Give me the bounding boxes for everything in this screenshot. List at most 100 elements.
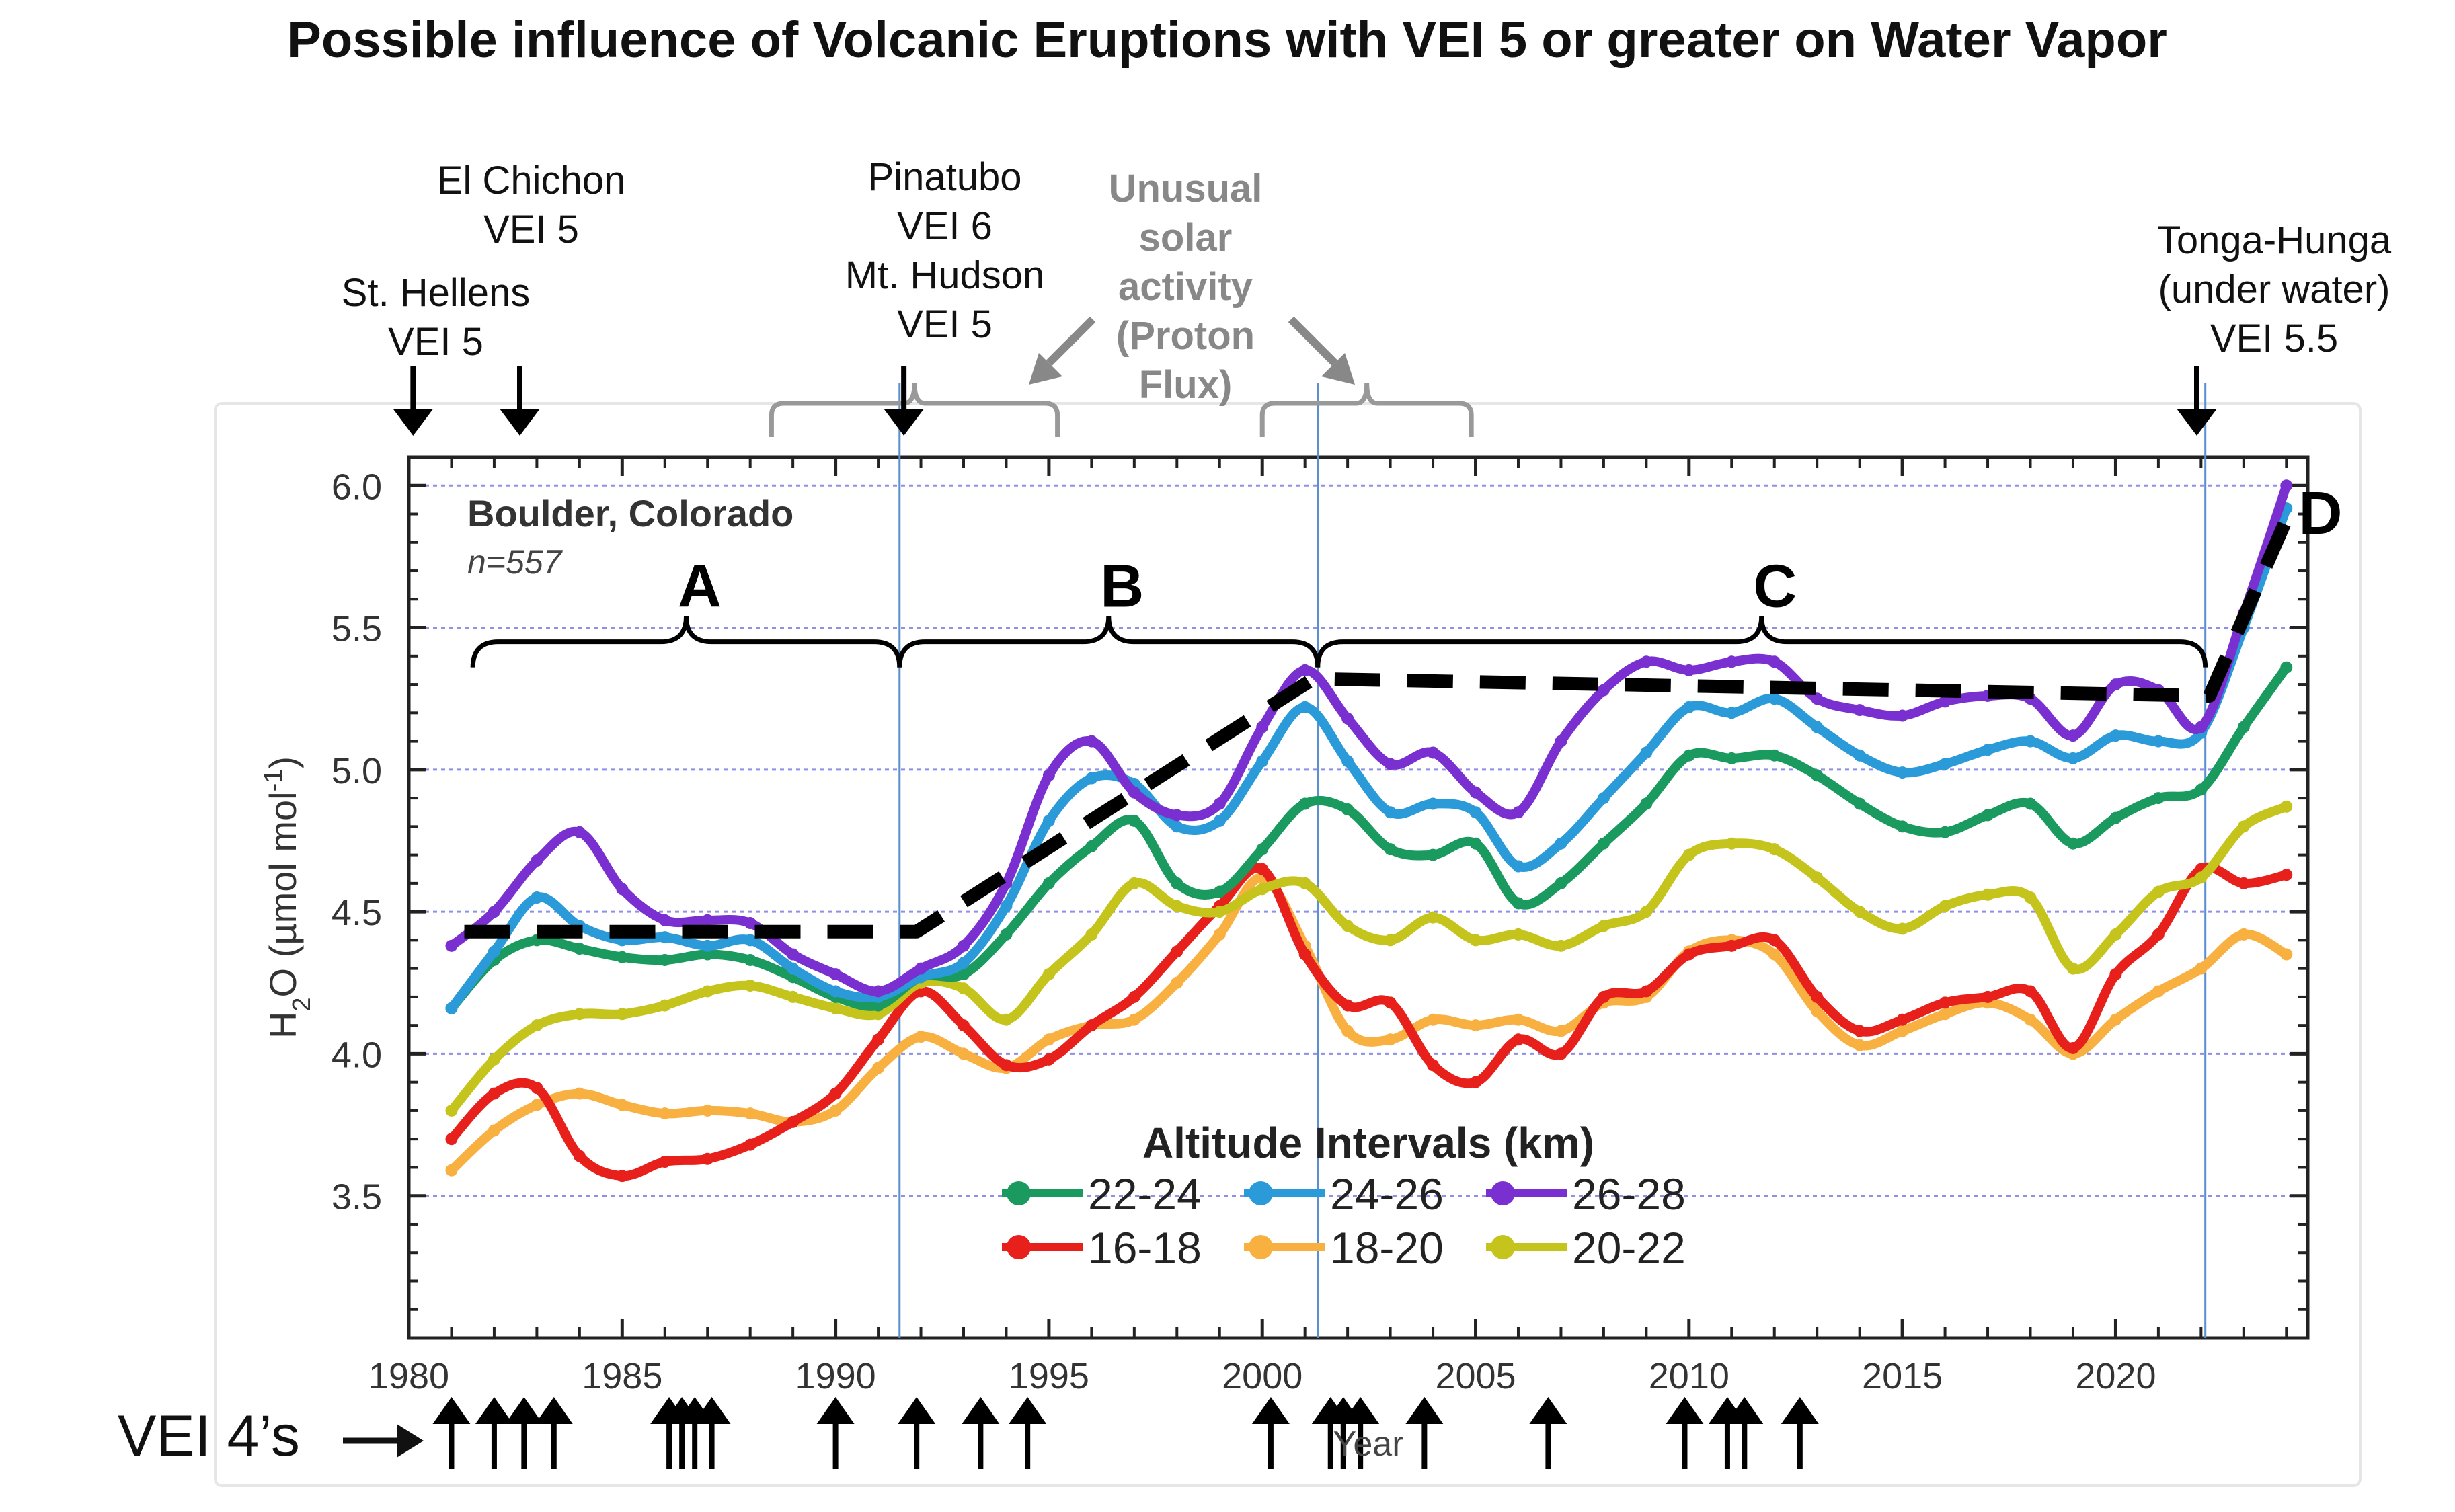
vei5-arrow-head xyxy=(393,409,434,436)
vei4-label: VEI 4’s xyxy=(118,1404,300,1468)
trend-line-group xyxy=(464,497,2302,939)
series-point-26-28 xyxy=(573,826,586,838)
series-point-26-28 xyxy=(787,948,800,961)
series-point-26-28 xyxy=(658,914,671,926)
series-point-16-18 xyxy=(2109,968,2122,981)
series-point-26-28 xyxy=(1896,709,1909,722)
series-point-16-18 xyxy=(1427,1059,1440,1072)
series-point-20-22 xyxy=(1384,934,1397,947)
series-point-26-28 xyxy=(1768,655,1781,668)
series-point-24-26 xyxy=(1000,900,1013,912)
series-point-16-18 xyxy=(1128,990,1140,1003)
series-point-20-22 xyxy=(488,1053,500,1066)
x-tick-label: 2020 xyxy=(2075,1356,2156,1396)
series-point-18-20 xyxy=(1512,1013,1524,1026)
series-point-16-18 xyxy=(1597,990,1610,1003)
series-point-22-24 xyxy=(1896,820,1909,833)
vei5-label: VEI 6 xyxy=(897,204,992,248)
series-point-20-22 xyxy=(1256,883,1269,896)
series-point-20-22 xyxy=(2280,800,2293,813)
legend: 22-24 24-26 26-28 16-18 18-20 20-22 xyxy=(1002,1169,1686,1273)
series-point-18-20 xyxy=(914,1031,927,1043)
series-point-22-24 xyxy=(2066,837,2079,850)
series-point-18-20 xyxy=(701,1104,714,1117)
y-tick-label: 4.0 xyxy=(332,1035,382,1075)
vei4-arrows xyxy=(432,1397,1819,1469)
series-point-20-22 xyxy=(445,1104,458,1117)
series-point-22-24 xyxy=(616,951,629,963)
series-point-26-28 xyxy=(1341,712,1354,725)
x-tick-label: 1980 xyxy=(368,1356,449,1396)
solar-arrow-left-shaft xyxy=(1046,316,1096,366)
series-point-16-18 xyxy=(1682,948,1695,961)
series-point-16-18 xyxy=(2024,985,2037,998)
series-point-16-18 xyxy=(2280,869,2293,881)
series-point-22-24 xyxy=(872,999,885,1012)
series-point-24-26 xyxy=(1298,701,1311,713)
series-point-22-24 xyxy=(744,953,756,966)
series-point-18-20 xyxy=(1384,1033,1397,1046)
series-point-22-24 xyxy=(2024,797,2037,810)
series-point-22-24 xyxy=(1725,752,1738,764)
series-point-18-20 xyxy=(1939,1008,1951,1021)
series-point-24-26 xyxy=(787,962,800,975)
series-point-18-20 xyxy=(488,1124,500,1137)
vei4-arrow-head xyxy=(1251,1397,1290,1424)
series-point-16-18 xyxy=(787,1115,800,1128)
station-label: Boulder, Colorado xyxy=(467,492,793,534)
series-point-16-18 xyxy=(1512,1033,1524,1046)
series-point-22-24 xyxy=(1512,897,1524,910)
solar-arrow-right-shaft xyxy=(1288,316,1338,366)
series-point-22-24 xyxy=(1341,803,1354,815)
series-point-16-18 xyxy=(2237,877,2250,889)
series-point-22-24 xyxy=(1853,797,1866,810)
series-point-24-26 xyxy=(829,985,842,998)
series-point-22-24 xyxy=(1128,814,1140,827)
series-point-22-24 xyxy=(701,948,714,961)
series-point-24-26 xyxy=(1042,814,1055,827)
series-point-20-22 xyxy=(1512,928,1524,941)
series-point-16-18 xyxy=(488,1087,500,1100)
solar-note-line: (Proton xyxy=(1116,314,1255,358)
sample-count: n=557 xyxy=(467,543,563,581)
y-axis-label: H2O (µmol mol-1) xyxy=(260,756,316,1039)
period-label-D: D xyxy=(2299,480,2343,547)
series-point-26-28 xyxy=(1042,769,1055,782)
series-point-20-22 xyxy=(1939,900,1951,912)
series-point-20-22 xyxy=(2195,871,2208,884)
legend-label-22-24: 22-24 xyxy=(1088,1169,1202,1219)
vei5-label: Mt. Hudson xyxy=(845,253,1045,297)
series-point-18-20 xyxy=(829,1104,842,1117)
series-point-22-24 xyxy=(1982,809,1994,822)
series-point-16-18 xyxy=(1000,1059,1013,1072)
solar-bracket xyxy=(769,383,1060,437)
solar-arrow-right-head xyxy=(1321,353,1355,385)
series-point-20-22 xyxy=(957,982,970,995)
series-point-20-22 xyxy=(872,1008,885,1021)
x-tick-label: 2000 xyxy=(1222,1356,1302,1396)
vei4-arrow-head xyxy=(505,1397,543,1424)
vei5-label: (under water) xyxy=(2158,268,2390,311)
series-point-22-24 xyxy=(1085,840,1098,852)
solar-bracket xyxy=(1259,383,1474,437)
series-point-16-18 xyxy=(1384,996,1397,1009)
plot-frame xyxy=(407,455,2310,1340)
y-tick-labels: 3.5 4.0 4.5 5.0 5.5 6.0 xyxy=(332,467,382,1217)
series-point-24-26 xyxy=(2066,752,2079,764)
series-point-26-28 xyxy=(1811,692,1824,705)
series-point-20-22 xyxy=(1128,877,1140,889)
series-point-24-26 xyxy=(1171,820,1183,833)
series-point-26-28 xyxy=(1384,758,1397,770)
grid-lines xyxy=(409,484,2308,1197)
series-point-16-18 xyxy=(1640,985,1653,998)
series-point-26-28 xyxy=(1682,664,1695,676)
series-point-24-26 xyxy=(2024,735,2037,748)
series-point-22-24 xyxy=(1298,797,1311,810)
series-point-22-24 xyxy=(1042,877,1055,889)
legend-marker-18-20 xyxy=(1249,1235,1273,1259)
series-point-22-24 xyxy=(573,943,586,955)
series-point-20-22 xyxy=(573,1008,586,1021)
series-point-26-28 xyxy=(531,854,543,867)
